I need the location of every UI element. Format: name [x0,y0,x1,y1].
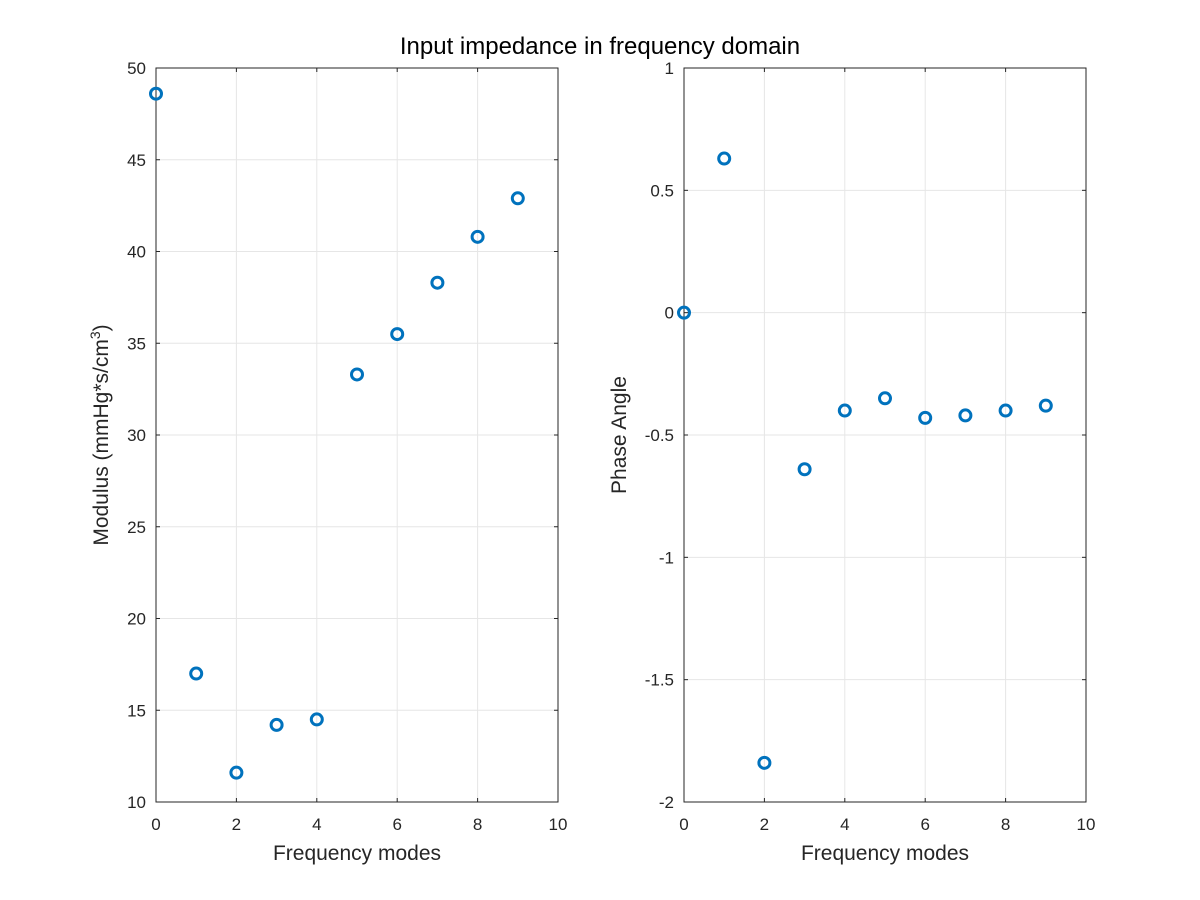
modulus-y-axis-label-superscript: 3 [87,331,103,339]
modulus-x-axis-label: Frequency modes [273,842,441,865]
phase-ticks: 0 2 4 6 8 10 -2 -1.5 -1 -0.5 0 0.5 1 [645,59,1096,834]
phase-markers [677,151,1053,770]
modulus-y-tick-label: 35 [127,334,146,353]
modulus-x-tick-label: 2 [232,815,241,834]
phase-data-point [757,755,772,770]
phase-x-tick-label: 8 [1001,815,1010,834]
phase-data-point [1038,398,1053,413]
modulus-x-tick-label: 4 [312,815,321,834]
phase-y-tick-label: -2 [659,793,674,812]
modulus-y-axis-label: Modulus (mmHg*s/cm3) [87,324,113,545]
phase-y-tick-label: -1.5 [645,671,674,690]
phase-x-tick-label: 6 [920,815,929,834]
modulus-y-axis-label-close: ) [90,324,113,331]
phase-data-point [918,410,933,425]
phase-y-tick-label: -1 [659,548,674,567]
modulus-y-tick-label: 45 [127,151,146,170]
phase-y-tick-label: 1 [665,59,674,78]
figure-title: Input impedance in frequency domain [400,33,800,60]
phase-data-point [837,403,852,418]
modulus-data-point [229,765,244,780]
phase-plot: 0 2 4 6 8 10 -2 -1.5 -1 -0.5 0 0.5 1 Frequency modes… [608,59,1095,865]
modulus-data-point [189,666,204,681]
modulus-plot: 0 2 4 6 8 10 10 15 20 25 30 35 40 45 50 Frequency mode… [87,59,567,865]
modulus-ticks: 0 2 4 6 8 10 10 15 20 25 30 35 40 45 50 [127,59,567,834]
phase-y-tick-label: 0.5 [650,181,674,200]
modulus-y-tick-label: 10 [127,793,146,812]
modulus-data-point [430,275,445,290]
modulus-data-point [149,86,163,101]
modulus-markers [149,86,525,780]
modulus-data-point [390,327,405,342]
modulus-data-point [350,367,364,382]
phase-data-point [677,305,691,320]
phase-y-tick-label: 0 [665,304,674,323]
modulus-y-tick-label: 25 [127,518,146,537]
modulus-data-point [309,712,324,727]
phase-data-point [717,151,732,166]
modulus-y-tick-label: 20 [127,610,146,629]
modulus-y-tick-label: 40 [127,243,146,262]
phase-y-axis-label: Phase Angle [608,376,631,494]
phase-y-tick-label: -0.5 [645,426,674,445]
modulus-x-tick-label: 0 [151,815,160,834]
phase-data-point [878,391,892,406]
modulus-y-axis-label-main: Modulus (mmHg*s/cm [90,339,113,546]
modulus-y-tick-label: 30 [127,426,146,445]
phase-x-tick-label: 2 [760,815,769,834]
phase-x-tick-label: 4 [840,815,849,834]
modulus-y-tick-label: 15 [127,701,146,720]
modulus-x-tick-label: 10 [549,815,568,834]
phase-data-point [998,403,1013,418]
modulus-data-point [269,717,284,732]
phase-x-tick-label: 10 [1077,815,1096,834]
modulus-data-point [510,191,525,206]
phase-x-tick-label: 0 [679,815,688,834]
phase-data-point [797,462,812,477]
phase-x-axis-label: Frequency modes [801,842,969,865]
phase-data-point [958,408,973,423]
modulus-y-tick-label: 50 [127,59,146,78]
modulus-data-point [470,229,485,244]
modulus-x-tick-label: 6 [392,815,401,834]
modulus-x-tick-label: 8 [473,815,482,834]
